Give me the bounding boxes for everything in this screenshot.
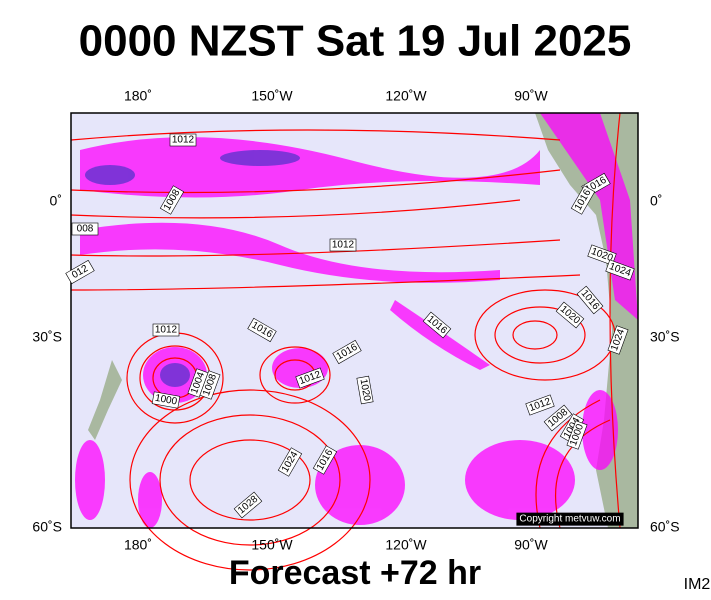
isobar-label-text: 1012 (155, 325, 178, 336)
isobar-label-box (277, 447, 303, 477)
isobar-label-text: 008 (77, 224, 94, 235)
lon-label: 180˚ (124, 88, 152, 104)
copyright: Copyright metvuw.com (519, 514, 620, 525)
isobar-label-text: 1012 (172, 135, 195, 146)
lon-label: 90˚W (514, 537, 548, 553)
isobar-label: 1012 (169, 133, 197, 147)
isobar-label: 008 (71, 222, 99, 236)
lat-label: 60˚S (650, 519, 680, 535)
isobar-label-box (65, 259, 95, 285)
isobar-label: 1020 (356, 375, 374, 405)
isobar-label-box (169, 133, 197, 147)
isobar-label-text: 1012 (332, 240, 355, 251)
lat-label: 0˚ (650, 193, 662, 209)
lon-label: 120˚W (385, 537, 427, 553)
isobar-label: 1000 (151, 391, 181, 409)
isobar-label-box (555, 301, 585, 329)
lon-label: 120˚W (385, 88, 427, 104)
copyright-box (516, 512, 624, 526)
isobar-label-box (199, 370, 221, 400)
isobar-label-box (543, 404, 573, 432)
lat-label: 30˚S (650, 329, 680, 345)
isobar-label-box (151, 391, 181, 409)
isobar-label-box (356, 375, 374, 405)
isobar-label-box (152, 323, 180, 337)
lat-label: 0˚ (50, 193, 62, 209)
lon-label: 90˚W (514, 88, 548, 104)
isobar-label-box (329, 238, 357, 252)
map-area (70, 112, 639, 571)
lat-label: 30˚S (32, 329, 62, 345)
isobar-label: 1012 (152, 323, 180, 337)
code: IM2 (684, 576, 711, 593)
isobar-label-box (576, 285, 604, 315)
isobar-label-box (525, 394, 555, 416)
isobar-label-box (607, 325, 629, 355)
isobar-label-box (71, 222, 99, 236)
lat-label: 60˚S (32, 519, 62, 535)
isobar-label-box (605, 259, 635, 281)
lon-label: 180˚ (124, 537, 152, 553)
isobar-label-box (332, 339, 362, 365)
isobar-label-box (587, 244, 617, 266)
isobar-label: 1012 (329, 238, 357, 252)
isobar-label-box (233, 491, 263, 519)
isobar-label-box (566, 420, 588, 450)
footer: Forecast +72 hr (229, 554, 481, 592)
lon-label: 150˚W (251, 88, 293, 104)
lon-label: 150˚W (251, 537, 293, 553)
isobar-label-box (247, 317, 277, 343)
isobar-label-box (159, 185, 185, 215)
isobar-label-box (422, 311, 452, 339)
title: 0000 NZST Sat 19 Jul 2025 (79, 17, 632, 66)
isobar-label-box (312, 445, 338, 475)
isobar-label-box (295, 367, 325, 389)
isobar-label-text: 1000 (154, 393, 178, 408)
isobar-label-text: 1020 (358, 378, 373, 402)
isobar-label-box (570, 185, 596, 215)
